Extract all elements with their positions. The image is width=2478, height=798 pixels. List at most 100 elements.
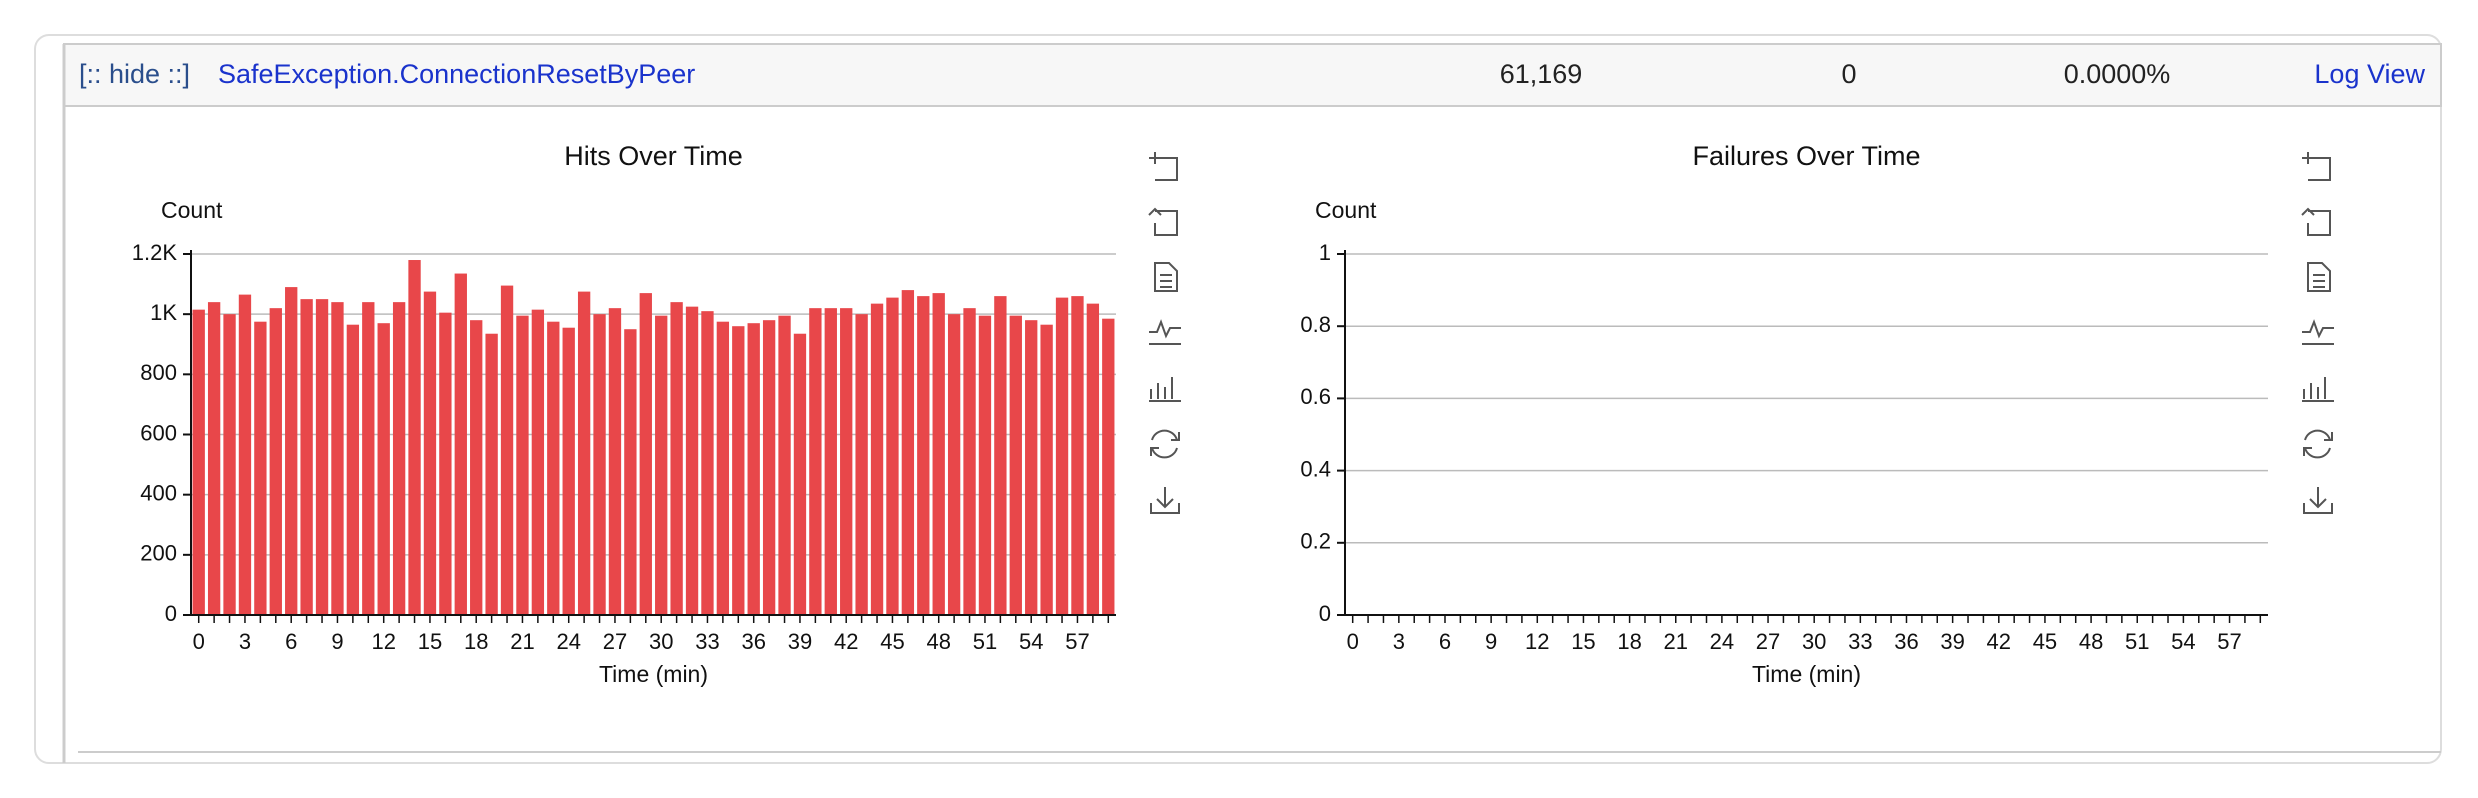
x-tick-label: 6 [1439,629,1451,654]
y-tick-label: 0.6 [1300,384,1331,409]
toolbar-button[interactable] [2302,319,2334,345]
x-tick-label: 3 [1393,629,1405,654]
bar [439,312,452,615]
x-tick-label: 45 [2033,629,2057,654]
bar [1071,296,1084,615]
x-tick-label: 12 [371,629,395,654]
x-tick-label: 54 [1019,629,1043,654]
bar [562,327,575,615]
bar [1055,297,1069,615]
bar [577,291,591,615]
bar [670,302,683,615]
toolbar-button[interactable] [1150,487,1180,514]
y-tick-label: 0.8 [1300,312,1331,337]
bar [1102,318,1115,615]
bar [500,285,514,615]
toolbar-button[interactable] [1154,262,1178,292]
bar [655,315,668,615]
x-tick-label: 39 [788,629,812,654]
bar [716,321,730,615]
y-tick-label: 400 [140,480,177,505]
x-tick-label: 24 [556,629,580,654]
x-axis-title: Time (min) [599,661,708,687]
y-tick-label: 1.2K [132,240,178,265]
toolbar-button[interactable] [2301,207,2331,236]
bar [269,308,282,615]
bar [1025,320,1038,615]
toolbar-button[interactable] [2302,152,2331,181]
x-tick-label: 21 [1663,629,1687,654]
x-tick-label: 36 [1894,629,1918,654]
toolbar-button[interactable] [2302,377,2334,402]
bar [346,324,360,615]
bar [732,326,745,615]
bar [516,315,529,615]
toolbar-button[interactable] [2303,429,2333,459]
y-tick-label: 0.2 [1300,529,1331,554]
toolbar-button[interactable] [1148,207,1178,236]
bar [624,329,637,615]
bar [978,315,992,615]
hits-count: 61,169 [1500,59,1583,89]
bar [685,306,699,615]
x-tick-label: 18 [1617,629,1641,654]
bar [639,293,652,615]
bar [531,309,545,615]
bar [901,290,915,615]
y-tick-label: 200 [140,541,177,566]
x-tick-label: 15 [418,629,442,654]
bar [1009,315,1022,615]
bar [840,308,853,615]
bar [470,320,483,615]
bar [963,308,976,615]
bar [207,302,221,615]
x-tick-label: 42 [834,629,858,654]
x-tick-label: 6 [285,629,297,654]
x-tick-label: 21 [510,629,534,654]
x-tick-label: 0 [1347,629,1359,654]
y-axis-title: Count [161,197,223,223]
bar [1040,324,1053,615]
bar [809,308,822,615]
toolbar-button[interactable] [2303,487,2333,514]
bar [192,309,205,615]
toolbar-button[interactable] [2307,262,2331,292]
bar [408,260,421,615]
failure-rate: 0.0000% [2064,59,2171,89]
bar [377,323,390,615]
bar [392,302,406,615]
toolbar-button[interactable] [1149,319,1181,345]
bar [300,299,313,615]
x-tick-label: 24 [1710,629,1734,654]
x-tick-label: 12 [1525,629,1549,654]
bar [254,321,267,615]
bar [778,315,791,615]
x-tick-label: 54 [2171,629,2195,654]
chart-title: Failures Over Time [1692,141,1920,171]
x-tick-label: 36 [741,629,765,654]
toolbar-button[interactable] [1150,429,1180,459]
x-tick-label: 27 [603,629,627,654]
y-tick-label: 1 [1319,240,1331,265]
y-tick-label: 1K [150,300,177,325]
x-tick-label: 39 [1940,629,1964,654]
x-tick-label: 45 [880,629,904,654]
x-tick-label: 3 [239,629,251,654]
bar [762,320,776,615]
y-tick-label: 600 [140,420,177,445]
toolbar-button[interactable] [1149,377,1181,402]
bar [423,291,437,615]
bar [917,296,930,615]
toggle-link[interactable]: [:: hide ::] [79,59,190,89]
bar [870,303,884,615]
bar [485,333,498,615]
x-tick-label: 33 [695,629,719,654]
x-tick-label: 57 [1065,629,1089,654]
x-axis-title: Time (min) [1752,661,1861,687]
toolbar-button[interactable] [1149,152,1178,181]
exception-name[interactable]: SafeException.ConnectionResetByPeer [218,59,695,89]
x-tick-label: 57 [2217,629,2241,654]
bar [1086,303,1100,615]
log-view-link[interactable]: Log View [2314,59,2425,89]
x-tick-label: 9 [1485,629,1497,654]
